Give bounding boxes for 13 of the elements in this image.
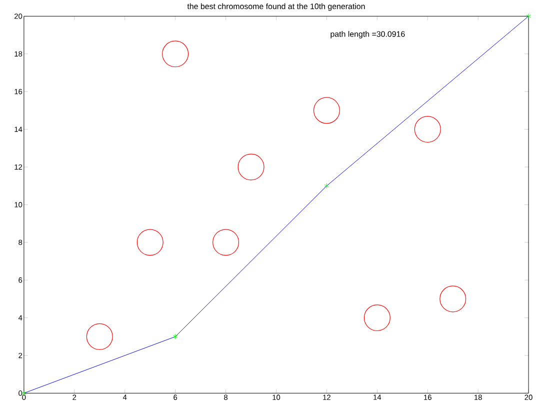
point [414, 116, 441, 142]
point [172, 334, 178, 340]
point [324, 183, 330, 189]
point [212, 229, 240, 256]
point [364, 304, 390, 331]
line-series [24, 16, 529, 394]
point [238, 154, 264, 180]
point [440, 286, 466, 312]
point [526, 13, 531, 19]
point [162, 40, 189, 68]
point [313, 97, 340, 124]
point [86, 323, 113, 350]
point [136, 229, 164, 256]
